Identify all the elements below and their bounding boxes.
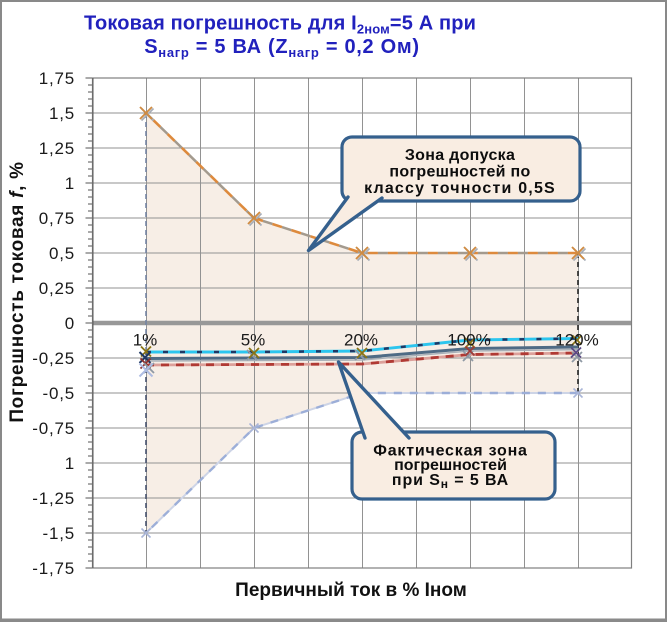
svg-text:20%: 20% [344, 331, 378, 350]
svg-text:-0,25: -0,25 [32, 349, 75, 368]
svg-text:0,25: 0,25 [39, 279, 75, 298]
svg-text:1%: 1% [133, 331, 158, 350]
svg-text:погрешностей: погрешностей [394, 457, 507, 474]
svg-text:Погрешность токовая f, %: Погрешность токовая f, % [7, 161, 28, 422]
svg-text:-1,5: -1,5 [43, 524, 76, 543]
svg-text:-1,75: -1,75 [32, 559, 75, 578]
svg-text:120%: 120% [555, 331, 598, 350]
svg-text:0,75: 0,75 [39, 209, 75, 228]
svg-text:0,5: 0,5 [49, 244, 75, 263]
svg-text:-0,75: -0,75 [32, 419, 75, 438]
svg-text:1,75: 1,75 [39, 69, 75, 88]
svg-text:-0,5: -0,5 [43, 384, 76, 403]
svg-text:погрешностей по: погрешностей по [389, 164, 530, 181]
svg-text:1,25: 1,25 [39, 139, 75, 158]
svg-text:Первичный ток в % Iном: Первичный ток в % Iном [235, 580, 467, 601]
svg-text:Токовая погрешность для I2ном=: Токовая погрешность для I2ном=5 А при [84, 13, 476, 37]
svg-text:Sнагр = 5 ВА (Zнагр = 0,2 Ом): Sнагр = 5 ВА (Zнагр = 0,2 Ом) [144, 36, 420, 60]
svg-text:100%: 100% [447, 331, 490, 350]
svg-text:5%: 5% [241, 331, 266, 350]
svg-text:классу точности 0,5S: классу точности 0,5S [364, 180, 556, 197]
svg-text:1,5: 1,5 [49, 104, 75, 123]
svg-text:Фактическая зона: Фактическая зона [373, 443, 528, 460]
svg-text:при Sн = 5 ВА: при Sн = 5 ВА [392, 472, 509, 491]
svg-text:-1,25: -1,25 [32, 489, 75, 508]
svg-text:Зона допуска: Зона допуска [405, 147, 515, 164]
svg-text:1: 1 [65, 174, 75, 193]
svg-text:0: 0 [65, 314, 75, 333]
svg-text:1: 1 [65, 454, 75, 473]
